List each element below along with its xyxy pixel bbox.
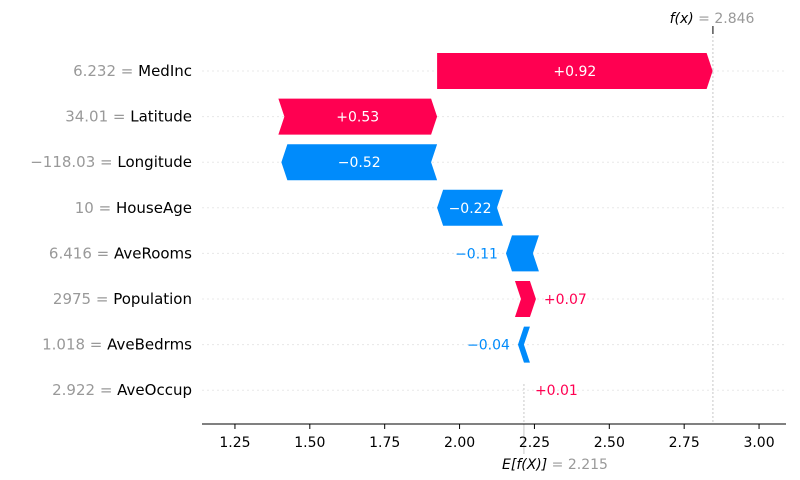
base-value: 2.215 (568, 457, 608, 473)
negative-shap-bar (517, 326, 530, 363)
feature-value: 1.018 = (42, 336, 107, 354)
feature-value: 6.232 = (73, 62, 138, 80)
feature-labels: 6.232 = MedInc 34.01 = Latitude −118.03 = … (30, 62, 192, 399)
fx-label: f(x) (670, 11, 694, 27)
bar-value-label: +0.53 (336, 110, 379, 126)
feature-name: AveOccup (117, 381, 192, 399)
x-tick-label: 1.50 (294, 435, 325, 451)
negative-shap-bar (505, 235, 539, 272)
fx-value: 2.846 (714, 11, 754, 27)
feature-label: −118.03 = Longitude (30, 153, 192, 171)
negative-shap-bar (281, 144, 438, 181)
feature-name: AveRooms (114, 244, 192, 262)
x-tick-label: 2.50 (594, 435, 625, 451)
feature-value: 6.416 = (49, 244, 114, 262)
feature-label: 34.01 = Latitude (65, 108, 192, 126)
x-tick-label: 1.75 (369, 435, 400, 451)
feature-name: HouseAge (116, 199, 192, 217)
positive-shap-bar (523, 372, 527, 409)
feature-label: 1.018 = AveBedrms (42, 336, 192, 354)
negative-shap-bar (437, 189, 503, 226)
feature-value: 10 = (75, 199, 116, 217)
expected-value-annotation: E[f(X)] = 2.215 (502, 457, 608, 473)
x-tick-label: 3.00 (743, 435, 774, 451)
bar-value-label: −0.11 (455, 246, 498, 262)
bar-value-label: −0.04 (467, 338, 510, 354)
feature-value: 2975 = (53, 290, 113, 308)
reference-lines (523, 26, 714, 454)
feature-value: 34.01 = (65, 108, 130, 126)
positive-shap-bar (437, 53, 713, 89)
x-tick-label: 2.00 (444, 435, 475, 451)
bar-value-label: +0.92 (553, 64, 596, 80)
feature-label: 2.922 = AveOccup (52, 381, 192, 399)
x-tick-label: 2.75 (669, 435, 700, 451)
bar-value-label: −0.52 (338, 155, 381, 171)
feature-name: Longitude (117, 153, 192, 171)
x-tick-label: 1.25 (219, 435, 250, 451)
fx-annotation: f(x) = 2.846 (670, 11, 755, 27)
feature-label: 2975 = Population (53, 290, 192, 308)
feature-label: 6.232 = MedInc (73, 62, 192, 80)
x-tick-label: 2.25 (519, 435, 550, 451)
feature-name: AveBedrms (107, 336, 192, 354)
x-axis: 1.25 1.50 1.75 2.00 2.25 2.50 2.75 3.00 (202, 423, 786, 451)
feature-label: 10 = HouseAge (75, 199, 192, 217)
feature-name: MedInc (138, 62, 192, 80)
feature-label: 6.416 = AveRooms (49, 244, 192, 262)
feature-value: −118.03 = (30, 153, 117, 171)
contribution-bars: +0.92 +0.53 −0.52 −0.22 −0.11 +0.07 −0.04 +0.01 (278, 53, 713, 409)
feature-name: Population (113, 290, 192, 308)
positive-shap-bar (278, 98, 438, 135)
bar-value-label: +0.01 (535, 383, 578, 399)
bar-value-label: +0.07 (544, 292, 587, 308)
positive-shap-bar (514, 281, 536, 317)
bar-value-label: −0.22 (449, 201, 492, 217)
feature-name: Latitude (130, 108, 192, 126)
feature-value: 2.922 = (52, 381, 117, 399)
base-label: E[f(X)] (502, 457, 547, 473)
